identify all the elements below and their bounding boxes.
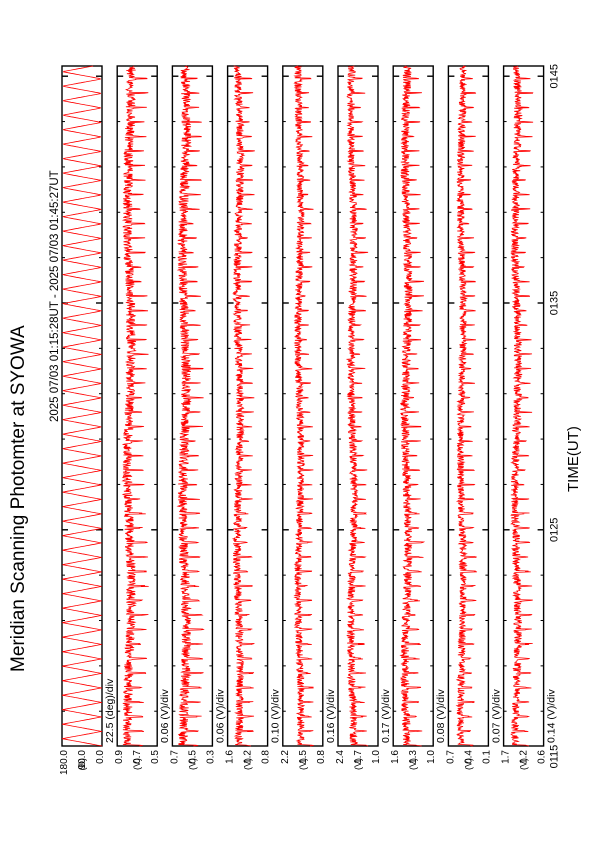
y-tick-label: 1.0 — [371, 750, 382, 764]
y-tick-label: 0.4 — [463, 750, 474, 764]
y-unit-label: (V) — [408, 758, 418, 770]
panel-frame — [171, 65, 214, 747]
series-line — [510, 65, 534, 747]
y-unit-label: (D) — [77, 758, 87, 771]
panel-frame — [226, 65, 269, 747]
series-line — [176, 65, 205, 747]
y-unit-label: (V) — [187, 758, 197, 770]
y-tick-label: 2.4 — [335, 750, 346, 764]
y-tick-label: 1.6 — [225, 750, 236, 764]
series-line — [399, 65, 426, 747]
series-line — [345, 65, 369, 747]
series-line — [231, 65, 255, 747]
panel-scale-label: 0.06 (V)/div — [159, 689, 171, 743]
x-tick-label: 0135 — [549, 291, 561, 315]
panel-frame — [282, 65, 324, 747]
x-axis-label: TIME(UT) — [565, 426, 582, 492]
panel-scale-label: 0.06 (V)/div — [214, 689, 226, 743]
panel-scale-label: 22.5 (deg)/div — [104, 678, 116, 743]
panel-scale-label: 0.08 (V)/div — [435, 689, 447, 743]
y-tick-label: 1.2 — [243, 750, 254, 764]
y-unit-label: (V) — [463, 758, 473, 770]
y-tick-label: 0.7 — [445, 750, 456, 764]
panel-frame — [392, 65, 434, 747]
y-unit-label: (V) — [298, 758, 308, 770]
y-tick-label: 0.7 — [132, 750, 143, 764]
panel-scale-label: 0.16 (V)/div — [325, 689, 337, 743]
panel-scale-label: 0.07 (V)/div — [490, 689, 502, 743]
y-unit-label: (V) — [353, 758, 363, 770]
y-tick-label: 0.8 — [261, 750, 272, 764]
y-tick-label: 1.7 — [501, 750, 512, 764]
y-tick-label: 0.7 — [169, 750, 180, 764]
panel-frame — [447, 65, 490, 747]
panel-frame — [502, 65, 545, 747]
x-tick-label: 0115 — [549, 745, 561, 769]
panel-scale-label: 0.14 (V)/div — [546, 689, 558, 743]
panel-scale-label: 0.10 (V)/div — [270, 689, 282, 743]
y-unit-label: (V) — [132, 758, 142, 770]
series-line — [61, 65, 103, 747]
y-tick-label: 0.1 — [481, 750, 492, 764]
y-tick-label: 0.6 — [537, 750, 548, 764]
y-tick-label: 180.0 — [59, 750, 70, 775]
series-line — [121, 65, 149, 747]
y-tick-label: 1.6 — [390, 750, 401, 764]
y-tick-label: 90.0 — [77, 750, 88, 770]
panel-frame — [61, 65, 103, 747]
x-tick-label: 0125 — [549, 518, 561, 542]
y-tick-label: 0.8 — [316, 750, 327, 764]
y-tick-label: 2.2 — [280, 750, 291, 764]
panel-scale-label: 0.17 (V)/div — [380, 689, 392, 743]
y-tick-label: 0.0 — [95, 750, 106, 764]
x-tick-label: 0145 — [549, 64, 561, 88]
y-tick-label: 0.5 — [150, 750, 161, 764]
y-tick-label: 1.0 — [426, 750, 437, 764]
y-tick-label: 1.5 — [298, 750, 309, 764]
y-tick-label: 0.9 — [114, 750, 125, 764]
y-tick-label: 0.5 — [187, 750, 198, 764]
y-tick-label: 1.7 — [353, 750, 364, 764]
series-line — [455, 65, 478, 747]
y-unit-label: (V) — [243, 758, 253, 770]
y-tick-label: 1.3 — [408, 750, 419, 764]
series-line — [293, 65, 314, 747]
y-tick-label: 0.3 — [205, 750, 216, 764]
panel-frame — [116, 65, 158, 747]
y-unit-label: (V) — [519, 758, 529, 770]
panel-frame — [337, 65, 379, 747]
y-tick-label: 1.2 — [519, 750, 530, 764]
